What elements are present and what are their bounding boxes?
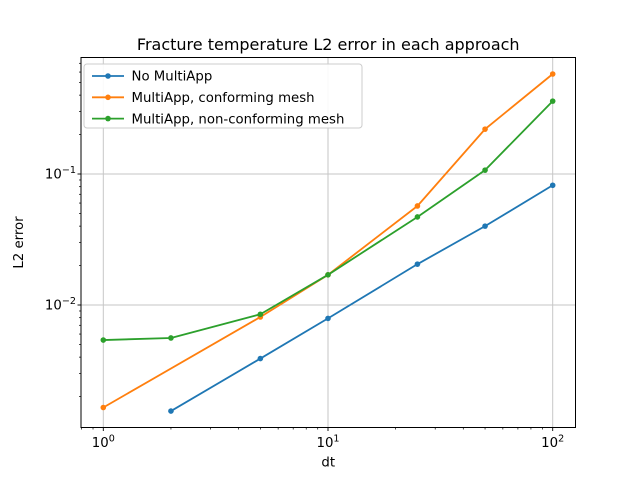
legend: No MultiApp MultiApp, conforming mesh Mult…: [83, 63, 363, 129]
data-point: [482, 223, 488, 229]
chart-title: Fracture temperature L2 error in each ap…: [137, 35, 520, 54]
legend-marker-sample: [105, 94, 111, 101]
data-point: [257, 355, 264, 362]
legend-box: [83, 63, 363, 129]
data-point: [325, 315, 331, 322]
legend-marker-sample: [105, 115, 111, 122]
data-point: [414, 261, 421, 267]
data-point: [482, 126, 488, 132]
data-point: [414, 214, 421, 220]
y-axis-label: L2 error: [12, 216, 27, 269]
data-point: [325, 272, 331, 278]
series-line-1: [102, 73, 554, 409]
x-tick-label: 101: [316, 434, 339, 452]
data-point: [549, 98, 556, 104]
legend-label: MultiApp, non-conforming mesh: [132, 112, 345, 127]
tick-layer: [77, 62, 554, 431]
legend-label: MultiApp, conforming mesh: [132, 91, 315, 106]
x-tick-label: 102: [541, 434, 564, 452]
data-point: [414, 203, 421, 209]
data-point: [549, 182, 556, 189]
x-axis-label: dt: [321, 456, 335, 471]
data-point: [482, 167, 488, 173]
series-layer: [100, 71, 556, 414]
data-point: [257, 311, 264, 318]
data-point: [549, 71, 556, 77]
data-point: [168, 408, 174, 414]
y-tick-label: 10−1: [45, 165, 76, 183]
x-tick-label: 100: [92, 434, 115, 452]
legend-label: No MultiApp: [132, 70, 213, 85]
data-point: [168, 335, 174, 341]
legend-marker-sample: [105, 73, 111, 79]
series-line-0: [170, 184, 554, 412]
data-point: [100, 404, 107, 411]
tick-label-layer: 100 101 102 10−1 10−2: [45, 165, 564, 451]
y-tick-label: 10−2: [45, 296, 76, 314]
data-point: [100, 337, 107, 343]
